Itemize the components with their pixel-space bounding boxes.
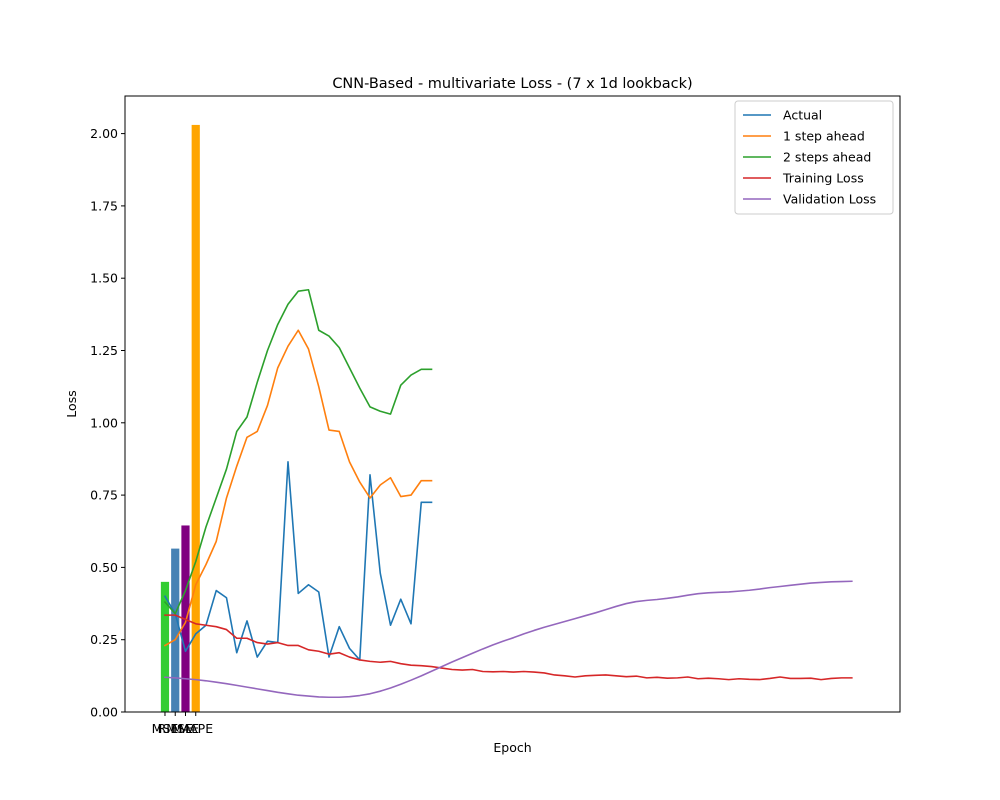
y-tick-label: 1.75 <box>90 198 118 213</box>
x-axis-label: Epoch <box>493 740 531 755</box>
legend-label: 2 steps ahead <box>783 150 871 165</box>
series-line-2-steps-ahead <box>163 288 433 615</box>
legend-label: Validation Loss <box>783 192 876 207</box>
y-tick-label: 0.00 <box>90 705 118 720</box>
legend-label: Training Loss <box>782 171 864 186</box>
y-axis: 0.00 0.25 0.50 0.75 1.00 1.25 1.50 1.75 2.00 <box>90 126 125 720</box>
y-tick-label: 0.50 <box>90 560 118 575</box>
y-tick-label: 2.00 <box>90 126 118 141</box>
y-axis-label: Loss <box>64 390 79 417</box>
chart-title: CNN-Based - multivariate Loss - (7 x 1d … <box>332 76 692 92</box>
x-tick-label: MAPE <box>178 721 213 736</box>
x-tick-label: RMSE <box>158 721 193 736</box>
lines-layer <box>163 288 853 699</box>
y-tick-label: 0.25 <box>90 632 118 647</box>
bar-mape <box>191 124 200 713</box>
x-tick-label: MAE <box>172 721 199 736</box>
y-tick-label: 0.75 <box>90 488 118 503</box>
series-line-training-loss <box>164 614 853 681</box>
series-line-validation-loss <box>164 580 853 699</box>
x-tick-label: MSE <box>152 721 179 736</box>
legend-label: Actual <box>783 108 822 123</box>
bar-rmse <box>171 548 180 712</box>
y-tick-label: 1.00 <box>90 415 118 430</box>
series-line-1-step-ahead <box>163 329 433 647</box>
y-tick-label: 1.50 <box>90 271 118 286</box>
legend-label: 1 step ahead <box>783 129 865 144</box>
legend-box <box>734 100 894 215</box>
bar-mse <box>160 581 170 712</box>
legend: Actual 1 step ahead 2 steps ahead Training … <box>734 100 894 215</box>
y-tick-label: 1.25 <box>90 343 118 358</box>
plot-frame <box>124 95 901 713</box>
series-line-actual <box>163 461 433 661</box>
